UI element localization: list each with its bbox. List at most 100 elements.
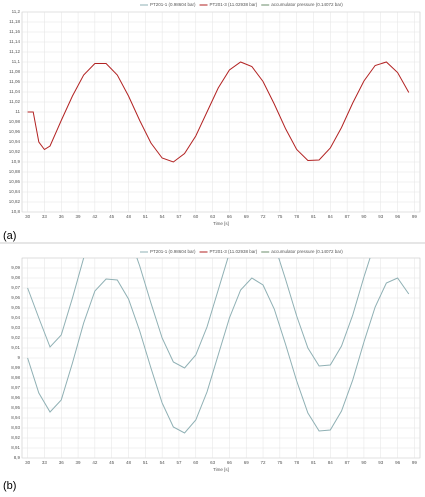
x-tick-label: 66 xyxy=(227,214,233,219)
x-tick-label: 96 xyxy=(395,214,401,219)
y-tick-label: 8,98 xyxy=(11,375,20,380)
y-tick-label: 9,04 xyxy=(11,315,20,320)
x-tick-label: 93 xyxy=(378,214,384,219)
y-tick-label: 11,04 xyxy=(9,89,20,94)
x-tick-label: 96 xyxy=(395,460,401,465)
y-tick-label: 11,14 xyxy=(9,39,20,44)
x-tick-label: 30 xyxy=(25,214,31,219)
x-tick-label: 99 xyxy=(412,460,418,465)
legend-label: PT201-3 (11.02938 bar) xyxy=(210,249,258,254)
x-tick-label: 87 xyxy=(345,214,351,219)
x-tick-label: 45 xyxy=(109,460,115,465)
x-tick-label: 60 xyxy=(193,214,199,219)
x-tick-label: 66 xyxy=(227,460,233,465)
x-tick-label: 90 xyxy=(361,214,367,219)
y-tick-label: 10,88 xyxy=(9,169,21,174)
y-tick-label: 10,96 xyxy=(9,129,21,134)
x-tick-label: 39 xyxy=(76,214,82,219)
x-tick-label: 78 xyxy=(294,460,300,465)
x-tick-label: 57 xyxy=(176,214,182,219)
y-tick-label: 8,95 xyxy=(11,405,20,410)
y-tick-label: 10,94 xyxy=(9,139,21,144)
y-tick-label: 8,97 xyxy=(11,385,20,390)
y-tick-label: 11 xyxy=(15,109,20,114)
x-tick-label: 87 xyxy=(345,460,351,465)
legend-label: PT201-1 (0.98604 bar) xyxy=(150,2,196,7)
y-tick-label: 10,92 xyxy=(9,149,21,154)
series-group xyxy=(27,61,410,163)
x-tick-label: 45 xyxy=(109,214,115,219)
y-tick-label: 10,98 xyxy=(9,119,21,124)
x-tick-label: 72 xyxy=(261,460,267,465)
y-tick-label: 9,01 xyxy=(11,345,20,350)
y-tick-label: 9,08 xyxy=(11,275,20,280)
x-tick-label: 57 xyxy=(176,460,182,465)
y-tick-label: 10,84 xyxy=(9,189,21,194)
x-axis-label: Time [s] xyxy=(213,467,229,472)
x-tick-label: 78 xyxy=(294,214,300,219)
x-tick-label: 30 xyxy=(25,460,31,465)
series-line xyxy=(27,277,410,434)
y-tick-label: 10,8 xyxy=(11,209,20,214)
panel-label: (b) xyxy=(3,480,16,492)
x-tick-label: 42 xyxy=(92,214,98,219)
x-tick-label: 63 xyxy=(210,214,216,219)
series-line xyxy=(27,61,410,163)
y-tick-label: 9,09 xyxy=(11,265,20,270)
y-tick-label: 9,03 xyxy=(11,325,20,330)
x-tick-label: 69 xyxy=(244,460,250,465)
y-tick-label: 11,18 xyxy=(9,19,20,24)
y-tick-label: 10,86 xyxy=(9,179,21,184)
x-tick-label: 39 xyxy=(76,460,82,465)
x-tick-label: 81 xyxy=(311,460,317,465)
y-tick-label: 8,9 xyxy=(14,455,21,460)
x-tick-label: 51 xyxy=(143,214,149,219)
x-tick-label: 48 xyxy=(126,214,132,219)
y-tick-label: 8,96 xyxy=(11,395,20,400)
x-tick-label: 69 xyxy=(244,214,250,219)
x-tick-label: 84 xyxy=(328,460,334,465)
x-tick-label: 81 xyxy=(311,214,317,219)
legend-label: accumulator pressure (0.14072 bar) xyxy=(271,249,343,254)
x-tick-label: 72 xyxy=(261,214,267,219)
x-axis-label: Time [s] xyxy=(213,221,229,226)
x-tick-label: 36 xyxy=(59,214,65,219)
y-tick-label: 8,91 xyxy=(11,445,20,450)
x-tick-label: 75 xyxy=(277,214,283,219)
y-tick-label: 11,2 xyxy=(12,9,21,14)
y-tick-label: 9,07 xyxy=(11,285,20,290)
legend-label: accumulator pressure (0.14072 bar) xyxy=(271,2,343,7)
y-tick-label: 11,06 xyxy=(9,79,20,84)
panel-label: (a) xyxy=(3,230,16,242)
y-tick-label: 11,16 xyxy=(9,29,20,34)
series-line xyxy=(27,258,371,369)
y-tick-label: 9,05 xyxy=(11,305,20,310)
x-tick-label: 36 xyxy=(59,460,65,465)
x-tick-label: 54 xyxy=(160,460,166,465)
x-tick-label: 99 xyxy=(412,214,418,219)
y-tick-label: 8,94 xyxy=(11,415,20,420)
x-tick-label: 42 xyxy=(92,460,98,465)
y-tick-label: 11,08 xyxy=(9,69,20,74)
y-tick-label: 8,93 xyxy=(11,425,20,430)
y-tick-label: 9,02 xyxy=(11,335,20,340)
x-tick-label: 33 xyxy=(42,214,48,219)
x-tick-label: 48 xyxy=(126,460,132,465)
x-tick-label: 75 xyxy=(277,460,283,465)
x-tick-label: 90 xyxy=(361,460,367,465)
y-tick-label: 8,92 xyxy=(11,435,20,440)
legend-label: PT201-1 (0.98604 bar) xyxy=(150,249,196,254)
y-tick-label: 9 xyxy=(17,355,20,360)
x-tick-label: 63 xyxy=(210,460,216,465)
y-tick-label: 11,1 xyxy=(12,59,21,64)
x-tick-label: 93 xyxy=(378,460,384,465)
x-tick-label: 51 xyxy=(143,460,149,465)
series-group xyxy=(27,258,410,434)
y-tick-label: 8,99 xyxy=(11,365,20,370)
y-tick-label: 10,9 xyxy=(11,159,20,164)
y-tick-label: 11,12 xyxy=(9,49,20,54)
x-tick-label: 60 xyxy=(193,460,199,465)
y-tick-label: 11,02 xyxy=(9,99,20,104)
y-tick-label: 10,82 xyxy=(9,199,21,204)
